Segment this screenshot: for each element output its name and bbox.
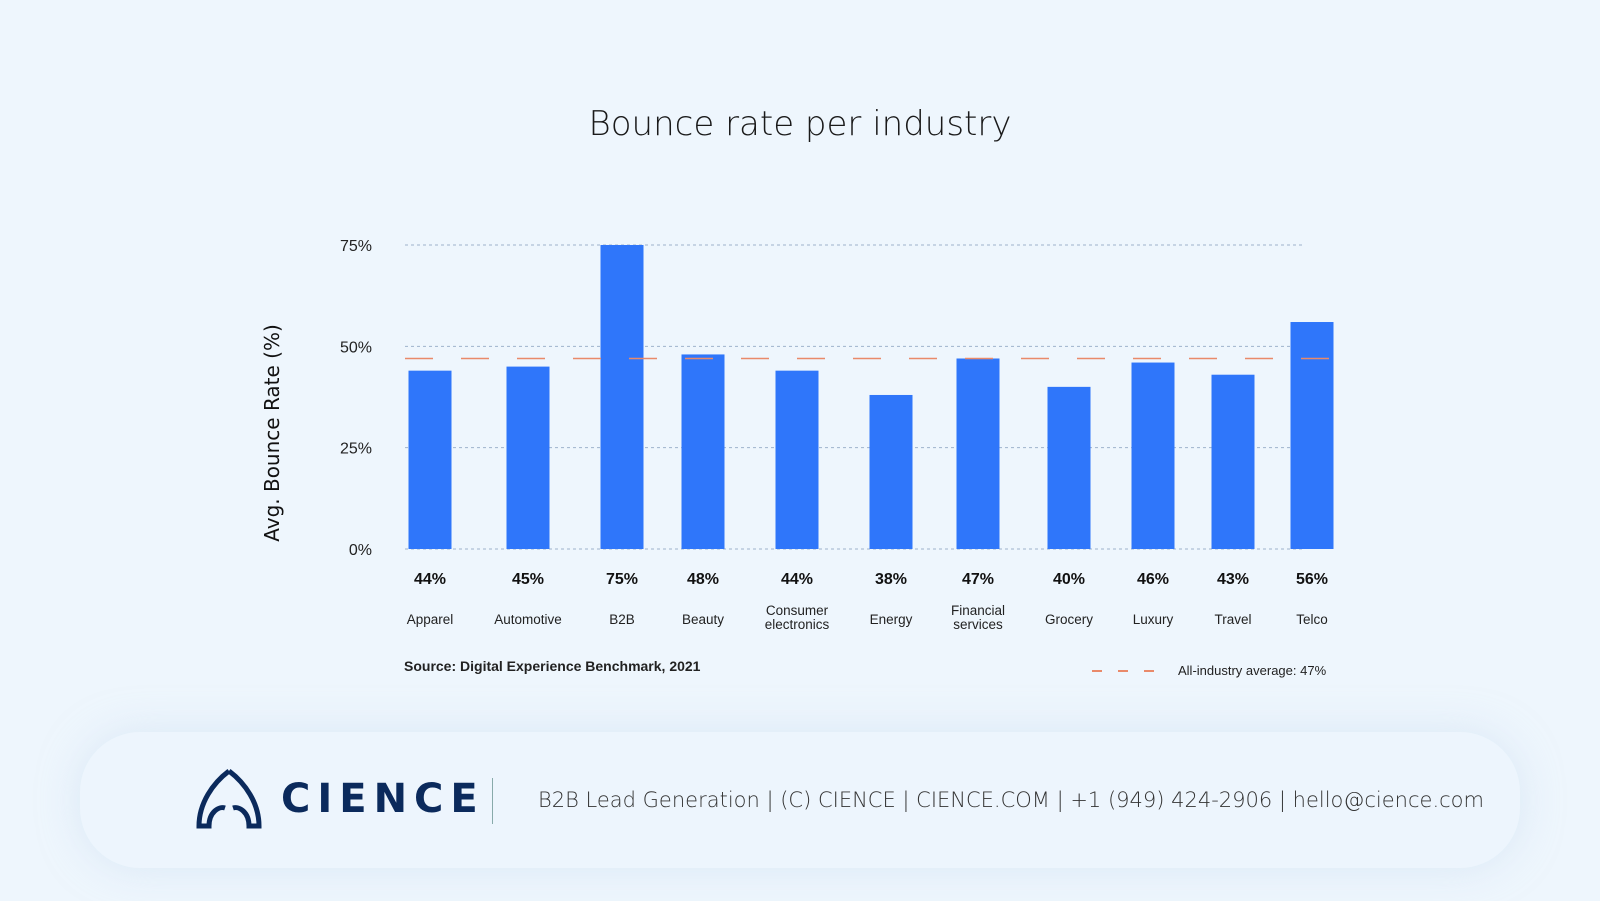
bar-travel — [1211, 374, 1255, 549]
x-tick-label: Financial — [951, 603, 1005, 618]
data-label: 46% — [1137, 571, 1169, 588]
bar-beauty — [681, 354, 725, 549]
x-tick-label: Apparel — [407, 612, 454, 627]
data-label: 40% — [1053, 571, 1085, 588]
legend-dash-swatch — [1092, 669, 1164, 672]
x-tick-label: Consumer — [766, 603, 829, 618]
x-tick-label: Luxury — [1133, 612, 1174, 627]
source-note: Source: Digital Experience Benchmark, 20… — [404, 658, 701, 674]
footer — [80, 732, 1520, 868]
x-tick-label: Beauty — [682, 612, 724, 627]
x-tick-label: Energy — [870, 612, 913, 627]
data-label: 47% — [962, 571, 994, 588]
bar-luxury — [1131, 362, 1175, 549]
y-tick-label: 0% — [349, 542, 372, 559]
footer-contact: B2B Lead Generation | (C) CIENCE | CIENC… — [538, 788, 1484, 812]
data-label: 43% — [1217, 571, 1249, 588]
data-label: 75% — [606, 571, 638, 588]
x-tick-label: Travel — [1214, 612, 1251, 627]
x-tick-label: Automotive — [494, 612, 562, 627]
footer-divider — [492, 778, 493, 824]
data-label: 48% — [687, 571, 719, 588]
bar-automotive — [506, 366, 550, 549]
bar-grocery — [1047, 386, 1091, 549]
bar-b2b — [600, 245, 644, 549]
y-tick-label: 25% — [340, 441, 372, 458]
x-tick-label: electronics — [765, 617, 830, 632]
bar-consumer-electronics — [775, 370, 819, 549]
cience-logo: CIENCE — [195, 768, 485, 830]
legend: All-industry average: 47% — [1092, 663, 1326, 678]
bar-apparel — [408, 370, 452, 549]
bar-energy — [869, 394, 913, 549]
cience-logo-icon — [196, 769, 262, 829]
chart-title: Bounce rate per industry — [588, 104, 1012, 144]
y-tick-label: 50% — [340, 339, 372, 356]
x-tick-label: services — [953, 617, 1003, 632]
data-label: 44% — [781, 571, 813, 588]
y-axis-label: Avg. Bounce Rate (%) — [260, 324, 284, 542]
x-tick-label: Grocery — [1045, 612, 1093, 627]
logo-text: CIENCE — [281, 776, 485, 822]
x-tick-label: B2B — [609, 612, 635, 627]
data-label: 56% — [1296, 571, 1328, 588]
legend-label: All-industry average: 47% — [1178, 663, 1327, 678]
data-label: 45% — [512, 571, 544, 588]
data-label: 44% — [414, 571, 446, 588]
data-label: 38% — [875, 571, 907, 588]
bar-telco — [1290, 322, 1334, 549]
x-tick-label: Telco — [1296, 612, 1328, 627]
y-tick-label: 75% — [340, 238, 372, 255]
bar-financial-services — [956, 358, 1000, 549]
